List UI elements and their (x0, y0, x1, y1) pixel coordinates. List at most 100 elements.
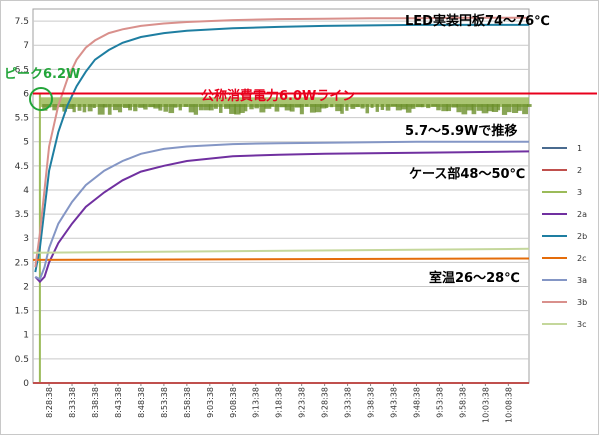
power-band-spike (506, 104, 512, 113)
plot-area (32, 8, 530, 384)
power-band-spike (527, 104, 532, 107)
power-band-spike (158, 104, 163, 111)
power-band-spike (416, 104, 423, 108)
power-band-spike (441, 104, 448, 112)
power-band-spike (203, 104, 211, 111)
power-band-spike (299, 104, 304, 115)
power-band-spike (208, 104, 214, 111)
legend-label: 3 (577, 188, 582, 197)
power-band-spike (476, 104, 483, 111)
power-band-spike (410, 104, 416, 109)
power-band-spike (522, 104, 528, 115)
power-band-spike (405, 104, 412, 113)
power-band-spike (163, 104, 169, 112)
grid-layer (32, 8, 530, 384)
power-band-spike (62, 104, 68, 112)
legend-label: 3a (577, 276, 587, 285)
annotation-case-temp: ケース部48～50℃ (409, 166, 525, 182)
annotation-peak-power: ピーク6.2W (4, 67, 80, 82)
power-band-spike (112, 104, 119, 111)
power-band-spike (314, 104, 322, 113)
x-tick-label: 8:48:38 (137, 387, 146, 418)
power-band-spike (239, 104, 245, 113)
power-band-spike (431, 104, 437, 107)
x-tick-label: 9:43:38 (390, 387, 399, 418)
power-band-spike (138, 104, 145, 108)
y-tick-label: 3 (23, 234, 29, 244)
y-tick-label: 4.5 (15, 162, 29, 172)
y-tick-label: 3.5 (15, 210, 29, 220)
series-line-2a (34, 150, 530, 284)
power-band-spike (254, 104, 259, 109)
power-band-spike (274, 104, 280, 112)
series-layer (32, 16, 530, 384)
x-tick-label: 9:53:38 (435, 387, 444, 418)
power-band-spike (117, 104, 123, 113)
power-band-spike (249, 104, 254, 110)
y-tick-label: 7.5 (15, 17, 29, 27)
legend: 1 2 3 2a 2b 2c 3a 3b 3c (542, 144, 587, 329)
y-tick-label: 5.5 (15, 114, 29, 124)
x-tick-label: 8:33:38 (68, 387, 77, 418)
power-band-spike (330, 104, 334, 108)
power-band-spike (72, 104, 76, 113)
power-band-spike (471, 104, 477, 115)
x-tick-label: 9:38:38 (367, 387, 376, 418)
power-band-spike (456, 104, 462, 113)
power-band-spike (294, 104, 301, 108)
power-band-spike (466, 104, 474, 111)
power-band-spike (309, 104, 316, 113)
y-tick-label: 6 (23, 89, 29, 99)
y-tick-label: 1.5 (15, 307, 29, 317)
power-band-spike (325, 104, 329, 108)
x-tick-label: 8:58:38 (183, 387, 192, 418)
x-tick-label: 10:03:38 (481, 387, 490, 423)
power-band-spike (461, 104, 468, 115)
power-band-spike (446, 104, 452, 112)
annotation-power-range: 5.7～5.9Wで推移 (405, 123, 517, 139)
legend-label: 1 (577, 144, 582, 153)
power-band-spike (193, 104, 199, 115)
power-band-fill (39, 97, 530, 107)
x-tick-label: 9:03:38 (206, 387, 215, 418)
power-band-spike (128, 104, 132, 111)
power-band-spike (355, 104, 360, 108)
y-tick-label: 6.5 (15, 65, 29, 75)
power-band-spike (153, 104, 160, 109)
power-band-spike (198, 104, 204, 111)
power-band-spike (97, 104, 105, 115)
power-band-spike (173, 104, 178, 108)
series-line-2b (34, 23, 529, 273)
power-band-spike (67, 104, 74, 109)
x-tick-label: 10:08:38 (504, 387, 513, 423)
power-band-spike (279, 104, 287, 108)
power-band-spike (133, 104, 138, 112)
power-band-spike (269, 104, 274, 107)
power-band-spike (77, 104, 82, 111)
power-band-spike (224, 104, 231, 109)
y-tick-label: 0.5 (15, 355, 29, 365)
peak-marker-circle (29, 87, 53, 111)
x-axis-ticks: 8:28:38 8:33:38 8:38:38 8:43:38 8:48:38 8:53:… (45, 383, 513, 423)
power-band-spike (178, 104, 182, 111)
power-band-spike (188, 104, 195, 113)
legend-label: 3b (577, 298, 587, 307)
power-band-spike (486, 104, 494, 112)
annotation-led-disc-temp: LED実装円板74～76℃ (405, 13, 550, 29)
power-band-spike (259, 104, 266, 113)
series-line-3a (34, 140, 529, 281)
power-band-spike (481, 104, 489, 114)
x-tick-label: 9:58:38 (458, 387, 467, 418)
power-band-spike (380, 104, 385, 110)
x-tick-label: 9:33:38 (344, 387, 353, 418)
legend-label: 2 (577, 166, 582, 175)
legend-label: 3c (577, 320, 587, 329)
power-band-spike (219, 104, 223, 113)
y-tick-label: 2 (23, 282, 29, 292)
power-band-spike (365, 104, 370, 114)
annotation-rated-power-line: 公称消費電力6.0Wライン (201, 88, 355, 104)
power-band-spike (400, 104, 408, 110)
power-band-spike (390, 104, 397, 107)
